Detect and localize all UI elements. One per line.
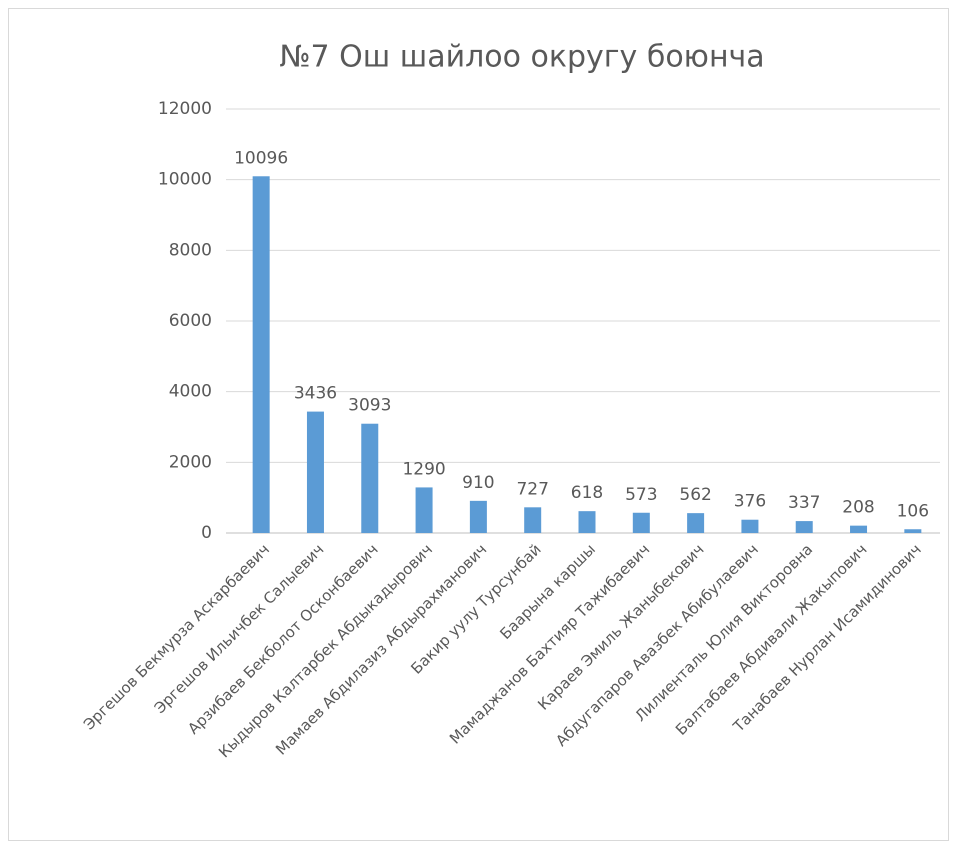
bar (252, 176, 270, 534)
value-label: 208 (842, 498, 874, 518)
y-tick-label: 4000 (169, 382, 212, 402)
value-label: 3436 (294, 384, 337, 404)
bar (632, 512, 650, 533)
bar (361, 423, 379, 533)
value-label: 727 (516, 479, 548, 499)
y-tick-label: 0 (201, 523, 212, 543)
value-label: 573 (625, 485, 657, 505)
y-tick-label: 6000 (169, 311, 212, 331)
value-label: 618 (571, 483, 603, 503)
y-tick-label: 2000 (169, 452, 212, 472)
value-label: 337 (788, 493, 820, 513)
chart-border (8, 8, 949, 841)
value-label: 3093 (348, 396, 391, 416)
y-tick-label: 12000 (158, 99, 212, 119)
chart-title: №7 Ош шайлоо округу боюнча (279, 40, 764, 75)
bar (578, 511, 596, 533)
bar (415, 487, 433, 533)
value-label: 106 (897, 501, 929, 521)
value-label: 1290 (402, 459, 445, 479)
bar (741, 519, 759, 533)
y-tick-label: 10000 (158, 170, 212, 190)
bar (904, 529, 922, 533)
y-tick-label: 8000 (169, 240, 212, 260)
value-label: 376 (734, 492, 766, 512)
bar (524, 507, 542, 533)
value-label: 10096 (234, 148, 288, 168)
bar (795, 521, 813, 533)
bar (687, 513, 705, 533)
bar (469, 500, 487, 533)
value-label: 910 (462, 473, 494, 493)
bar (850, 525, 868, 533)
value-label: 562 (679, 485, 711, 505)
bar (306, 411, 324, 533)
